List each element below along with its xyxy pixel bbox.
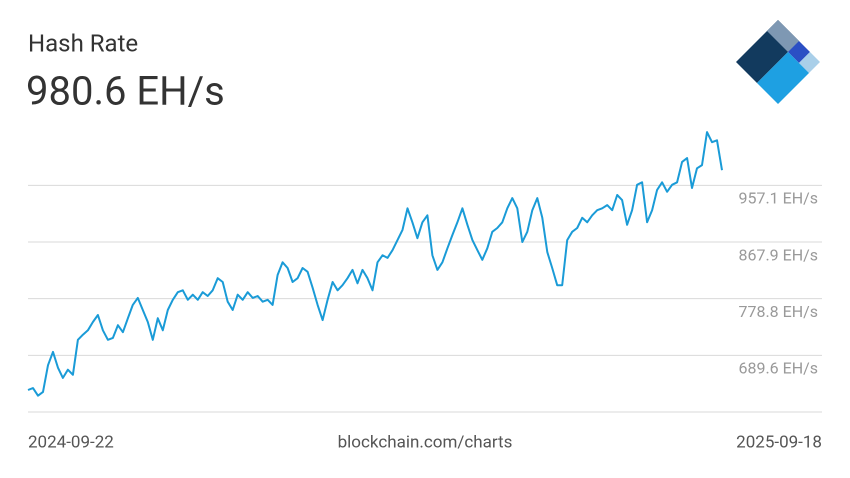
current-value: 980.6 EH/s — [26, 68, 225, 115]
y-tick-label: 689.6 EH/s — [738, 359, 818, 378]
y-tick-label: 778.8 EH/s — [738, 302, 818, 321]
y-tick-label: 957.1 EH/s — [738, 189, 818, 208]
y-tick-label: 867.9 EH/s — [738, 245, 818, 264]
source: blockchain.com/charts — [338, 432, 513, 452]
data-line — [27, 131, 723, 397]
x-tick-label: 2025-09-18 — [736, 432, 822, 452]
chart-title: Hash Rate — [28, 29, 138, 57]
logo — [736, 20, 820, 104]
x-tick-label: 2024-09-22 — [28, 432, 114, 452]
